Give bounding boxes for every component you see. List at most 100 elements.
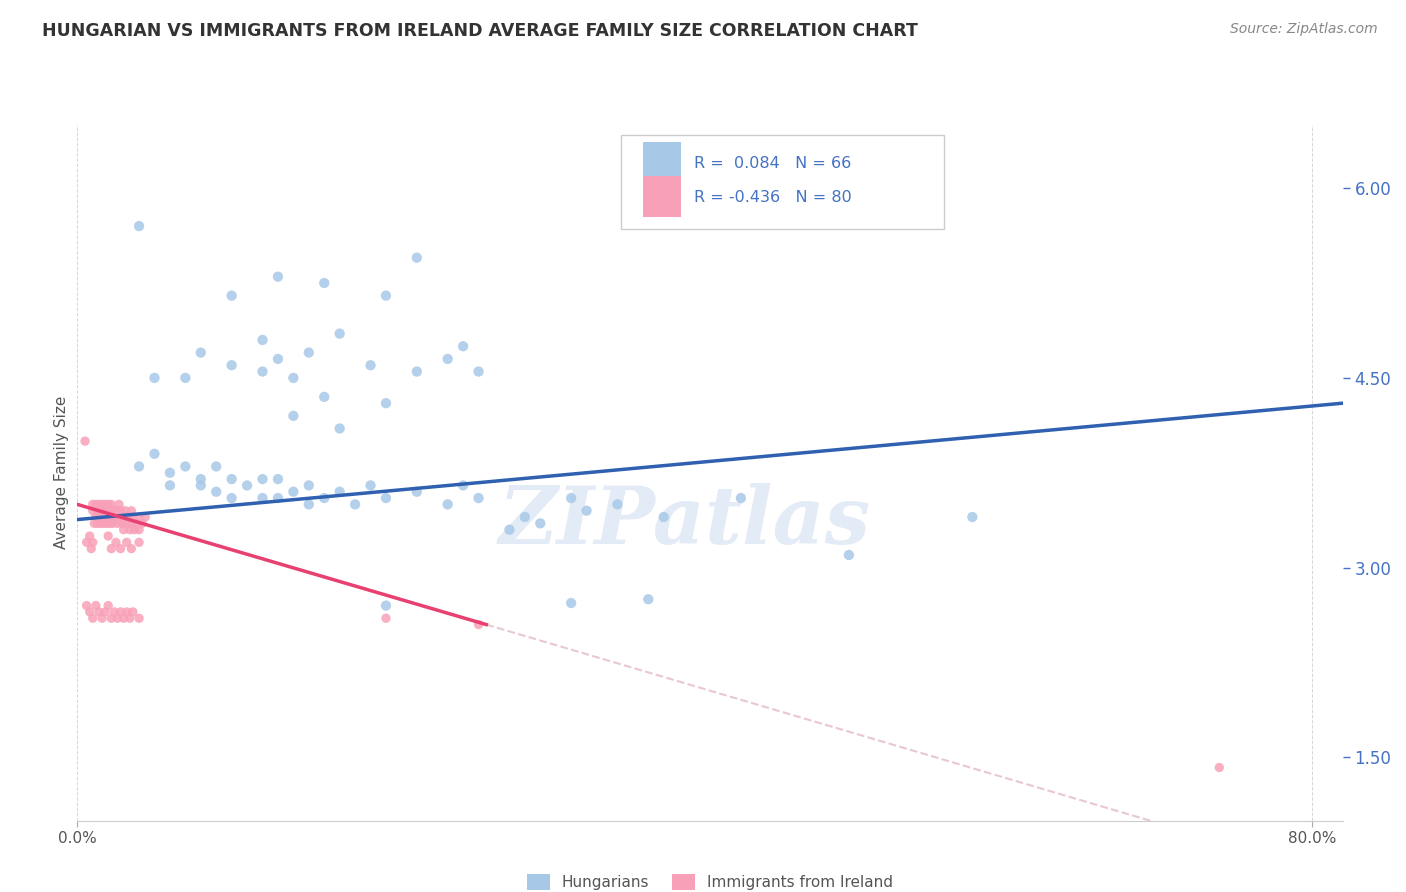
Text: HUNGARIAN VS IMMIGRANTS FROM IRELAND AVERAGE FAMILY SIZE CORRELATION CHART: HUNGARIAN VS IMMIGRANTS FROM IRELAND AVE…: [42, 22, 918, 40]
Point: [91, 510, 114, 524]
Point: [100, 611, 122, 625]
Point: [637, 592, 659, 607]
Point: [236, 478, 259, 492]
Point: [73, 434, 96, 449]
Point: [375, 599, 398, 613]
Point: [174, 371, 197, 385]
Point: [360, 358, 382, 372]
Point: [375, 396, 398, 410]
Point: [84, 510, 107, 524]
Point: [267, 491, 290, 505]
Point: [98, 504, 121, 518]
Point: [436, 497, 458, 511]
Point: [93, 516, 115, 531]
Point: [267, 269, 290, 284]
Point: [128, 523, 150, 537]
Point: [79, 529, 101, 543]
Point: [190, 345, 212, 359]
Point: [94, 510, 117, 524]
Point: [329, 326, 352, 341]
Point: [120, 516, 142, 531]
Point: [76, 599, 98, 613]
Text: ZIPatlas: ZIPatlas: [499, 483, 870, 560]
Point: [100, 541, 122, 556]
Point: [112, 510, 135, 524]
Point: [283, 371, 305, 385]
Point: [221, 358, 243, 372]
Point: [94, 605, 117, 619]
Point: [252, 491, 274, 505]
Point: [252, 472, 274, 486]
Point: [467, 365, 489, 379]
Point: [174, 459, 197, 474]
Point: [115, 535, 138, 549]
Point: [80, 541, 103, 556]
Point: [962, 510, 984, 524]
Point: [436, 351, 458, 366]
Point: [221, 491, 243, 505]
Point: [131, 516, 153, 531]
Point: [375, 491, 398, 505]
Point: [143, 447, 166, 461]
Point: [104, 504, 127, 518]
Point: [114, 504, 136, 518]
Point: [112, 523, 135, 537]
Point: [111, 516, 134, 531]
Point: [128, 510, 150, 524]
Point: [128, 219, 150, 233]
Point: [122, 510, 145, 524]
Point: [91, 497, 114, 511]
Point: [84, 497, 107, 511]
Text: R =  0.084   N = 66: R = 0.084 N = 66: [693, 155, 851, 170]
Point: [118, 611, 141, 625]
Point: [104, 535, 127, 549]
Point: [375, 611, 398, 625]
Point: [86, 516, 108, 531]
Point: [100, 510, 122, 524]
Point: [298, 345, 321, 359]
Point: [1208, 760, 1230, 774]
Point: [101, 516, 124, 531]
Point: [405, 251, 427, 265]
Point: [101, 504, 124, 518]
Point: [314, 390, 336, 404]
Point: [108, 497, 131, 511]
Point: [606, 497, 628, 511]
Point: [298, 478, 321, 492]
Point: [107, 516, 129, 531]
Point: [87, 605, 110, 619]
Point: [86, 504, 108, 518]
Point: [120, 504, 142, 518]
Point: [159, 478, 181, 492]
Point: [838, 548, 860, 562]
Point: [560, 596, 582, 610]
Point: [252, 333, 274, 347]
Point: [467, 491, 489, 505]
Text: Source: ZipAtlas.com: Source: ZipAtlas.com: [1230, 22, 1378, 37]
Point: [221, 472, 243, 486]
Point: [451, 339, 474, 353]
Point: [298, 497, 321, 511]
Point: [190, 478, 212, 492]
Point: [82, 611, 104, 625]
Point: [82, 504, 104, 518]
Point: [314, 491, 336, 505]
Point: [98, 516, 121, 531]
Point: [97, 599, 120, 613]
Point: [405, 484, 427, 499]
Point: [190, 472, 212, 486]
Point: [115, 605, 138, 619]
Point: [128, 459, 150, 474]
Point: [205, 484, 228, 499]
Point: [107, 611, 129, 625]
Point: [110, 605, 132, 619]
Point: [96, 504, 118, 518]
Point: [117, 510, 139, 524]
Point: [375, 288, 398, 302]
Point: [97, 529, 120, 543]
Point: [91, 611, 114, 625]
Point: [84, 599, 107, 613]
Point: [128, 611, 150, 625]
Point: [467, 617, 489, 632]
Point: [134, 510, 156, 524]
